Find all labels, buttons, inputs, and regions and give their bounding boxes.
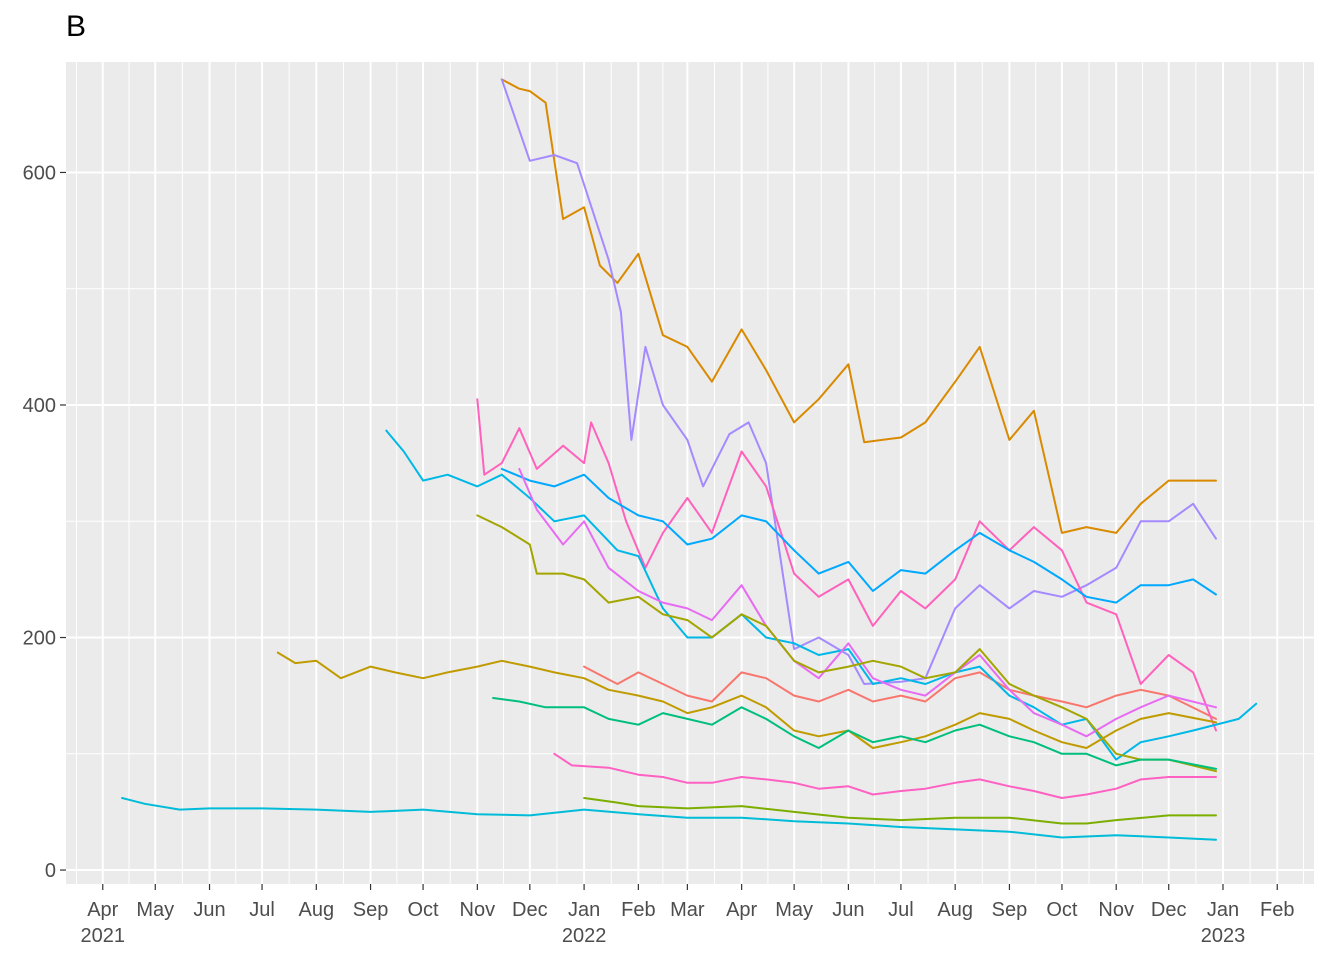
x-tick-label: May (775, 899, 813, 921)
series-line-3 (583, 665, 1217, 720)
x-tick-label: Sep (992, 899, 1028, 921)
x-tick-label: Jun (193, 899, 225, 921)
x-tick-label: Feb (621, 899, 655, 921)
y-tick-label: 0 (45, 860, 56, 882)
y-axis: 0 200 400 600 (23, 162, 66, 882)
x-tick-label: Nov (1098, 899, 1134, 921)
x-tick-label: Oct (408, 899, 440, 921)
plot-panel (66, 62, 1314, 884)
x-tick-year-label: 2022 (562, 925, 607, 947)
x-tick-label: Jan (568, 899, 600, 921)
series-line-9 (276, 651, 1217, 749)
x-tick-label: Dec (1151, 899, 1187, 921)
x-tick-year-label: 2023 (1201, 925, 1246, 947)
y-tick-label: 600 (23, 162, 56, 184)
x-tick-label: Mar (670, 899, 705, 921)
x-tick-label: Aug (299, 899, 335, 921)
x-tick-label: Nov (460, 899, 496, 921)
x-axis: Apr 2021 May Jun Jul Aug Sep Oct Nov Dec Jan 2022 Fe… (81, 884, 1294, 947)
y-tick-label: 200 (23, 628, 56, 650)
x-tick-label: Oct (1046, 899, 1078, 921)
x-tick-label: Apr (726, 899, 757, 921)
x-tick-label: Aug (937, 899, 973, 921)
series-line-8 (476, 514, 1217, 773)
minor-gridlines (66, 62, 1314, 884)
series-line-2 (500, 78, 1217, 685)
x-tick-label: Jul (888, 899, 914, 921)
series-line-12 (583, 797, 1217, 825)
series-line-1 (500, 78, 1217, 534)
x-tick-label: Sep (353, 899, 389, 921)
series-line-4 (476, 398, 1217, 732)
x-tick-label: Jun (832, 899, 864, 921)
x-tick-label: May (136, 899, 174, 921)
x-tick-label: Dec (512, 899, 548, 921)
x-tick-label: Jan (1207, 899, 1239, 921)
series-line-7 (518, 467, 1217, 738)
y-tick-label: 400 (23, 395, 56, 417)
x-tick-year-label: 2021 (81, 925, 126, 947)
series-line-5 (500, 467, 1217, 604)
x-tick-label: Apr (87, 899, 118, 921)
series-line-13 (121, 797, 1217, 841)
series-lines (121, 78, 1258, 841)
series-line-10 (492, 697, 1217, 770)
series-line-11 (553, 752, 1217, 799)
x-tick-label: Jul (249, 899, 275, 921)
chart-title: B (66, 10, 87, 43)
x-tick-label: Feb (1260, 899, 1294, 921)
